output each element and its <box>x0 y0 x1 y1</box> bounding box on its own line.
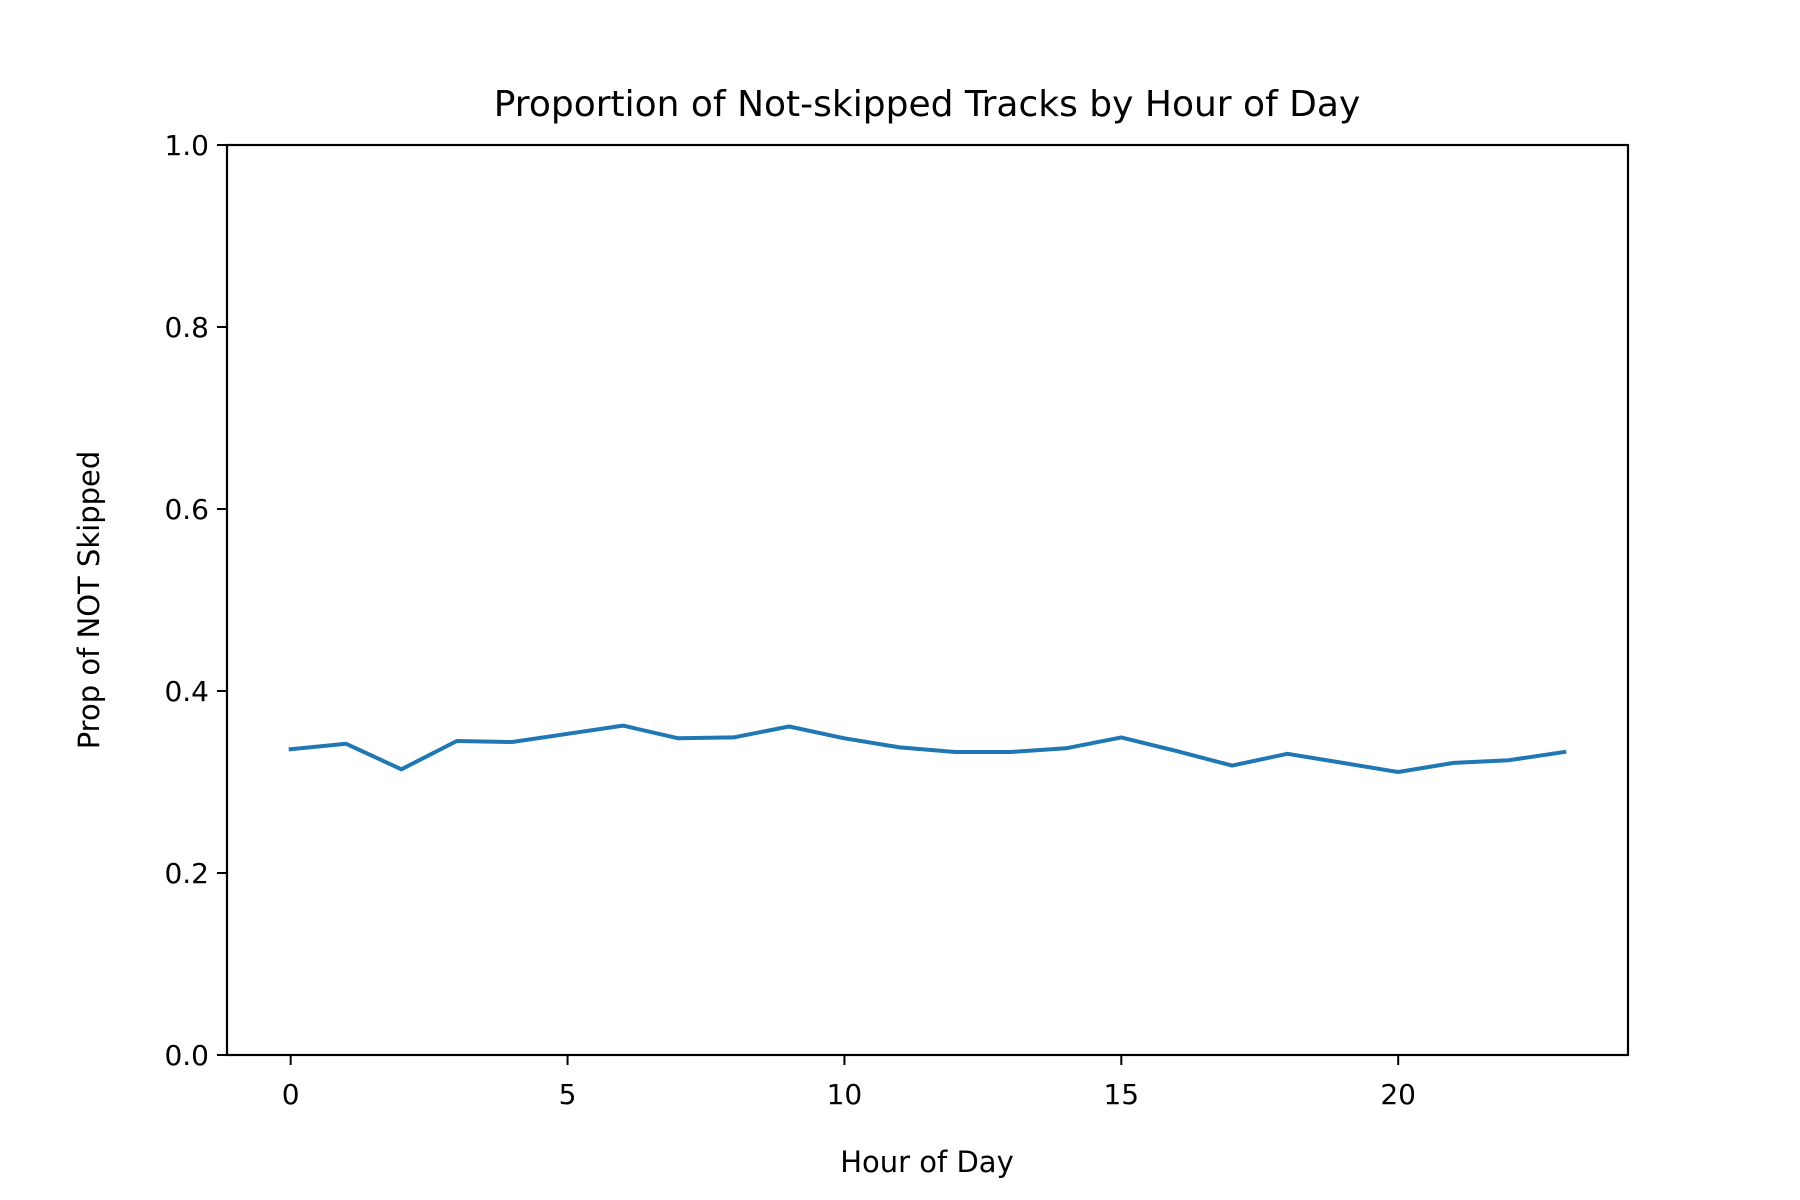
data-point <box>787 724 791 728</box>
data-point <box>676 736 680 740</box>
data-point <box>732 735 736 739</box>
chart-title: Proportion of Not-skipped Tracks by Hour… <box>494 84 1361 125</box>
plot-area-frame <box>225 143 1630 1057</box>
data-point <box>289 747 293 751</box>
data-point <box>1119 735 1123 739</box>
x-tick-label: 15 <box>1103 1078 1139 1111</box>
data-point <box>1396 770 1400 774</box>
y-tick-label: 1.0 <box>164 129 209 162</box>
x-axis-ticks: 0 5 10 15 20 <box>282 1055 1416 1111</box>
data-point <box>566 732 570 736</box>
data-point <box>1562 750 1566 754</box>
y-axis-ticks: 0.0 0.2 0.4 0.6 0.8 1.0 <box>164 129 227 1072</box>
data-point <box>842 736 846 740</box>
data-point <box>1230 764 1234 768</box>
data-point <box>1341 761 1345 765</box>
data-point <box>621 724 625 728</box>
data-point <box>1009 750 1013 754</box>
series-layer <box>288 723 1567 774</box>
data-point <box>1064 746 1068 750</box>
data-point <box>1507 758 1511 762</box>
y-tick-label: 0.0 <box>164 1039 209 1072</box>
y-tick-label: 0.2 <box>164 857 209 890</box>
x-tick-label: 10 <box>827 1078 863 1111</box>
y-tick-label: 0.4 <box>164 675 209 708</box>
x-tick-label: 20 <box>1380 1078 1416 1111</box>
data-point <box>1452 761 1456 765</box>
y-axis-label: Prop of NOT Skipped <box>72 451 106 750</box>
data-point <box>344 742 348 746</box>
data-point <box>898 745 902 749</box>
data-point <box>399 767 403 771</box>
x-tick-label: 0 <box>282 1078 300 1111</box>
x-tick-label: 5 <box>559 1078 577 1111</box>
data-point <box>1175 749 1179 753</box>
x-axis-label: Hour of Day <box>840 1145 1014 1179</box>
data-point <box>1285 752 1289 756</box>
data-point <box>953 750 957 754</box>
data-point <box>455 739 459 743</box>
y-tick-label: 0.8 <box>164 311 209 344</box>
series-line <box>288 723 1567 774</box>
y-tick-label: 0.6 <box>164 493 209 526</box>
data-point <box>510 740 514 744</box>
